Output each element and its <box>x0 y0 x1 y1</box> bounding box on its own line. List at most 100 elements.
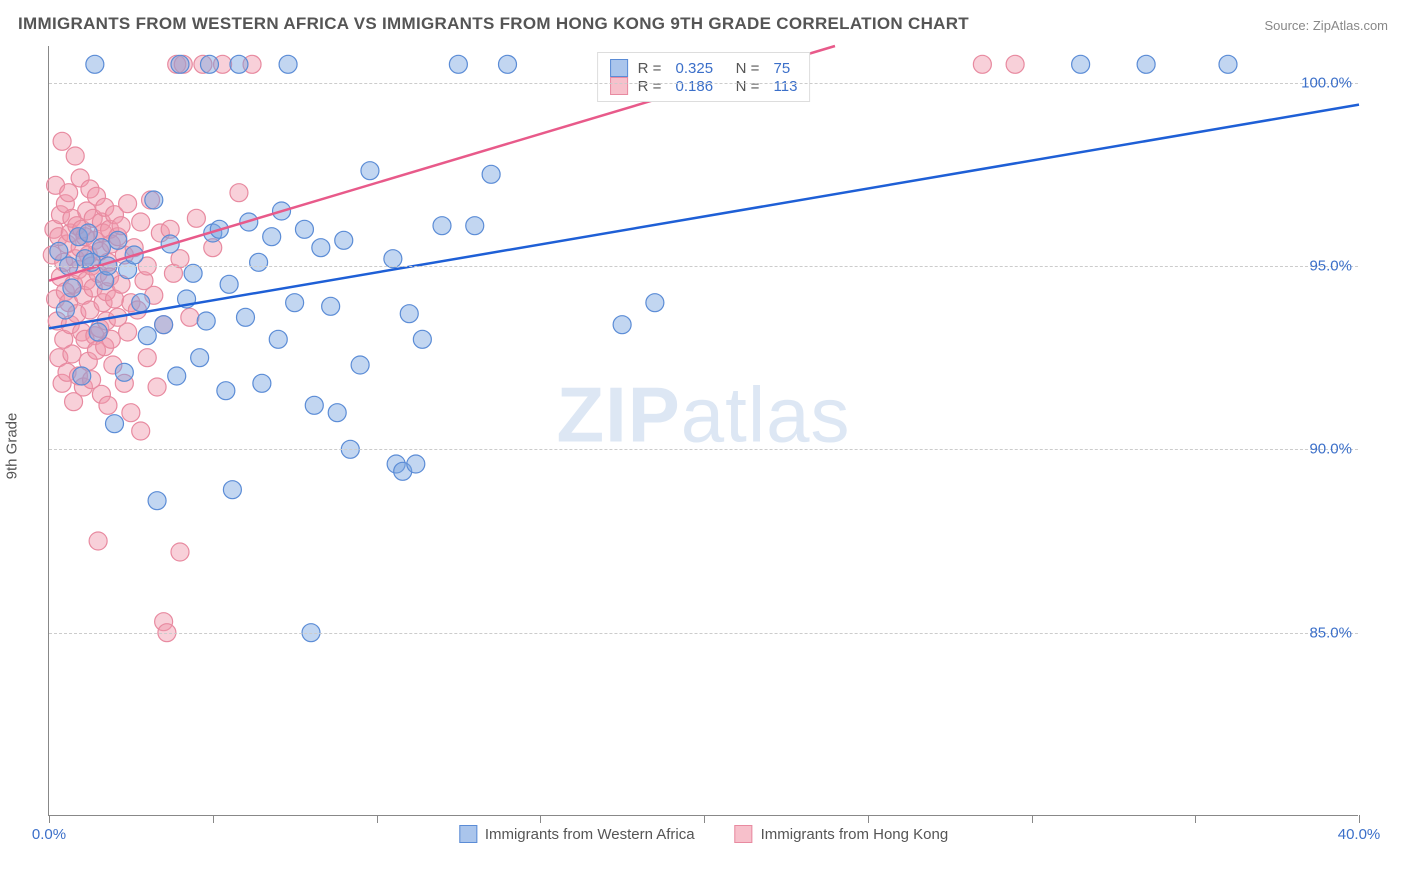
scatter-point <box>230 55 248 73</box>
scatter-point <box>171 543 189 561</box>
scatter-point <box>79 224 97 242</box>
scatter-point <box>286 294 304 312</box>
scatter-point <box>499 55 517 73</box>
scatter-point <box>250 253 268 271</box>
y-tick-label: 85.0% <box>1309 624 1352 641</box>
scatter-point <box>109 231 127 249</box>
r-value: 0.325 <box>676 60 714 77</box>
scatter-point <box>305 396 323 414</box>
x-tick <box>377 815 378 823</box>
scatter-point <box>400 305 418 323</box>
scatter-point <box>197 312 215 330</box>
scatter-point <box>119 323 137 341</box>
scatter-svg <box>49 46 1358 815</box>
scatter-point <box>295 220 313 238</box>
legend-stat-row: R = 0.186 N = 113 <box>610 77 798 95</box>
scatter-point <box>132 294 150 312</box>
legend-series: Immigrants from Western Africa Immigrants… <box>459 825 948 843</box>
scatter-point <box>328 404 346 422</box>
scatter-point <box>115 363 133 381</box>
scatter-point <box>466 217 484 235</box>
scatter-point <box>63 345 81 363</box>
plot-area: ZIPatlas R = 0.325 N = 75R = 0.186 N = 1… <box>48 46 1358 816</box>
scatter-point <box>73 367 91 385</box>
legend-swatch <box>735 825 753 843</box>
scatter-point <box>407 455 425 473</box>
scatter-point <box>433 217 451 235</box>
gridline <box>49 83 1358 84</box>
scatter-point <box>106 415 124 433</box>
scatter-point <box>482 165 500 183</box>
scatter-point <box>184 264 202 282</box>
legend-series-label: Immigrants from Western Africa <box>485 826 695 843</box>
scatter-point <box>449 55 467 73</box>
legend-swatch <box>459 825 477 843</box>
scatter-point <box>646 294 664 312</box>
legend-series-item: Immigrants from Hong Kong <box>735 825 949 843</box>
scatter-point <box>973 55 991 73</box>
legend-stats: R = 0.325 N = 75R = 0.186 N = 113 <box>597 52 811 102</box>
scatter-point <box>230 184 248 202</box>
scatter-point <box>181 308 199 326</box>
scatter-point <box>220 275 238 293</box>
n-value: 113 <box>774 78 798 95</box>
legend-swatch <box>610 77 628 95</box>
scatter-point <box>155 316 173 334</box>
x-tick <box>1032 815 1033 823</box>
scatter-point <box>119 195 137 213</box>
scatter-point <box>63 279 81 297</box>
scatter-point <box>200 55 218 73</box>
scatter-point <box>335 231 353 249</box>
scatter-point <box>138 327 156 345</box>
scatter-point <box>312 239 330 257</box>
chart-title: IMMIGRANTS FROM WESTERN AFRICA VS IMMIGR… <box>18 14 969 34</box>
legend-swatch <box>610 59 628 77</box>
legend-series-label: Immigrants from Hong Kong <box>761 826 949 843</box>
scatter-point <box>168 367 186 385</box>
gridline <box>49 633 1358 634</box>
scatter-point <box>361 162 379 180</box>
scatter-point <box>269 330 287 348</box>
scatter-point <box>613 316 631 334</box>
scatter-point <box>351 356 369 374</box>
scatter-point <box>187 209 205 227</box>
y-tick-label: 90.0% <box>1309 441 1352 458</box>
scatter-point <box>223 481 241 499</box>
legend-stat-row: R = 0.325 N = 75 <box>610 59 798 77</box>
x-tick <box>868 815 869 823</box>
scatter-point <box>132 213 150 231</box>
scatter-point <box>384 250 402 268</box>
scatter-point <box>263 228 281 246</box>
scatter-point <box>1072 55 1090 73</box>
scatter-point <box>132 422 150 440</box>
scatter-point <box>138 349 156 367</box>
scatter-point <box>217 382 235 400</box>
source-attribution: Source: ZipAtlas.com <box>1264 18 1388 33</box>
scatter-point <box>191 349 209 367</box>
x-tick <box>1195 815 1196 823</box>
scatter-point <box>1006 55 1024 73</box>
scatter-point <box>253 374 271 392</box>
gridline <box>49 266 1358 267</box>
gridline <box>49 449 1358 450</box>
scatter-point <box>53 132 71 150</box>
x-tick-label: 40.0% <box>1338 826 1381 843</box>
x-tick-label: 0.0% <box>32 826 66 843</box>
scatter-point <box>148 378 166 396</box>
scatter-point <box>237 308 255 326</box>
n-label: N = <box>723 60 763 77</box>
scatter-point <box>413 330 431 348</box>
x-tick <box>213 815 214 823</box>
r-label: R = <box>638 60 666 77</box>
scatter-point <box>99 396 117 414</box>
x-tick <box>704 815 705 823</box>
scatter-point <box>322 297 340 315</box>
y-axis-label: 9th Grade <box>4 413 21 480</box>
scatter-point <box>279 55 297 73</box>
scatter-point <box>60 184 78 202</box>
y-tick-label: 95.0% <box>1309 258 1352 275</box>
scatter-point <box>1137 55 1155 73</box>
scatter-point <box>122 404 140 422</box>
x-tick <box>540 815 541 823</box>
scatter-point <box>145 191 163 209</box>
